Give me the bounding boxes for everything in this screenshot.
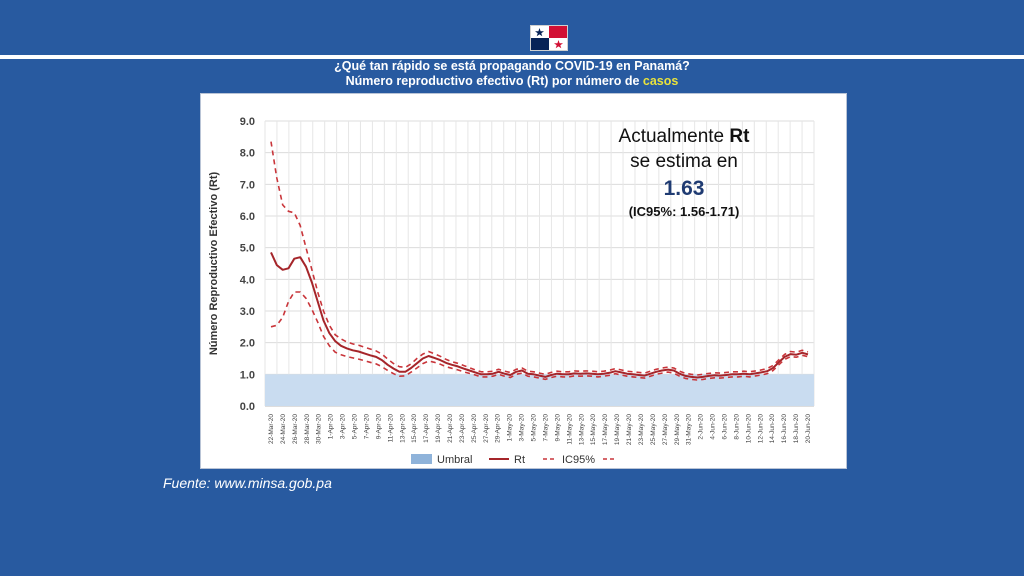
legend: Umbral Rt IC95% [411, 454, 617, 466]
x-tick-label: 9-May-20 [554, 414, 561, 442]
x-tick-label: 11-May-20 [566, 414, 573, 445]
y-tick-label: 9.0 [240, 116, 255, 128]
x-tick-label: 24-Mar-20 [280, 414, 287, 444]
x-tick-label: 14-Jun-20 [769, 414, 776, 444]
x-tick-label: 4-Jun-20 [710, 414, 717, 440]
grid-lines [264, 120, 815, 407]
x-tick-label: 23-Apr-20 [459, 414, 466, 443]
flag-star-red [554, 40, 563, 49]
x-tick-label: 15-Apr-20 [411, 414, 418, 443]
x-tick-label: 13-Apr-20 [399, 414, 406, 443]
y-tick-label: 6.0 [240, 211, 255, 223]
chart-panel: 0.0 1.0 2.0 3.0 4.0 5.0 6.0 7.0 8.0 9.0 22-Mar-20… [200, 93, 847, 469]
x-tick-label: 7-May-20 [542, 414, 549, 442]
x-tick-label: 5-May-20 [531, 414, 538, 442]
x-tick-label: 22-Mar-20 [268, 414, 275, 444]
x-tick-label: 10-Jun-20 [745, 414, 752, 444]
x-tick-label: 29-May-20 [674, 414, 681, 445]
x-tick-label: 27-Apr-20 [483, 414, 490, 443]
x-tick-label: 27-May-20 [662, 414, 669, 445]
panama-flag [530, 25, 568, 51]
series-lines [270, 141, 809, 381]
ic95-upper-line [270, 141, 809, 376]
x-tick-label: 19-Apr-20 [435, 414, 442, 443]
x-tick-label: 25-Apr-20 [471, 414, 478, 443]
x-tick-label: 5-Apr-20 [352, 414, 359, 440]
title-line-2-text: Número reproductivo efectivo (Rt) por nú… [345, 74, 643, 88]
y-tick-label: 0.0 [240, 401, 255, 413]
x-tick-label: 3-May-20 [519, 414, 526, 442]
y-tick-label: 3.0 [240, 306, 255, 318]
x-tick-label: 13-May-20 [578, 414, 585, 445]
x-axis-ticks: 22-Mar-20 24-Mar-20 26-Mar-20 28-Mar-20 30-M… [268, 414, 812, 445]
chart-title: ¿Qué tan rápido se está propagando COVID… [0, 59, 1024, 89]
x-tick-label: 1-Apr-20 [328, 414, 335, 440]
x-tick-label: 11-Apr-20 [387, 414, 394, 443]
x-tick-label: 29-Apr-20 [495, 414, 502, 443]
header-divider [0, 55, 1024, 59]
title-line-2: Número reproductivo efectivo (Rt) por nú… [0, 74, 1024, 89]
x-tick-label: 21-May-20 [626, 414, 633, 445]
x-tick-label: 30-Mar-20 [316, 414, 323, 444]
x-tick-label: 9-Apr-20 [375, 414, 382, 440]
rt-line-chart: 0.0 1.0 2.0 3.0 4.0 5.0 6.0 7.0 8.0 9.0 22-Mar-20… [208, 116, 815, 466]
legend-label-umbral: Umbral [437, 454, 472, 466]
x-tick-label: 6-Jun-20 [721, 414, 728, 440]
annotation-value: 1.63 [664, 177, 705, 200]
title-highlight: casos [642, 74, 679, 88]
x-tick-label: 12-Jun-20 [757, 414, 764, 444]
x-tick-label: 23-May-20 [638, 414, 645, 445]
x-tick-label: 1-May-20 [507, 414, 514, 442]
annotation-line-1: Actualmente Rt [619, 126, 751, 147]
legend-label-rt: Rt [514, 454, 525, 466]
x-tick-label: 19-May-20 [614, 414, 621, 445]
x-tick-label: 8-Jun-20 [733, 414, 740, 440]
rt-series-line [270, 251, 809, 379]
x-tick-label: 17-Apr-20 [423, 414, 430, 443]
y-tick-label: 7.0 [240, 179, 255, 191]
y-axis-ticks: 0.0 1.0 2.0 3.0 4.0 5.0 6.0 7.0 8.0 9.0 [240, 116, 255, 413]
rt-annotation: Actualmente Rt se estima en 1.63 (IC95%:… [619, 126, 751, 219]
annotation-ci: (IC95%: 1.56-1.71) [629, 204, 740, 219]
x-tick-label: 31-May-20 [686, 414, 693, 445]
y-axis-label: Número Reproductivo Efectivo (Rt) [208, 171, 220, 355]
ic95-lower-line [270, 291, 809, 381]
annotation-line-1-text: Actualmente [619, 126, 730, 147]
x-tick-label: 16-Jun-20 [781, 414, 788, 444]
x-tick-label: 28-Mar-20 [304, 414, 311, 444]
y-tick-label: 1.0 [240, 369, 255, 381]
y-tick-label: 5.0 [240, 243, 255, 255]
x-tick-label: 21-Apr-20 [447, 414, 454, 443]
annotation-rt: Rt [729, 126, 750, 147]
legend-swatch-umbral [411, 454, 432, 464]
threshold-band [265, 374, 814, 406]
x-tick-label: 2-Jun-20 [698, 414, 705, 440]
flag-star-blue [535, 28, 544, 37]
x-tick-label: 17-May-20 [602, 414, 609, 445]
x-tick-label: 15-May-20 [590, 414, 597, 445]
legend-label-ic95: IC95% [562, 454, 595, 466]
x-tick-label: 3-Apr-20 [340, 414, 347, 440]
source-caption: Fuente: www.minsa.gob.pa [163, 475, 332, 491]
x-tick-label: 20-Jun-20 [805, 414, 812, 444]
x-tick-label: 7-Apr-20 [363, 414, 370, 440]
y-tick-label: 2.0 [240, 338, 255, 350]
y-tick-label: 4.0 [240, 274, 255, 286]
x-tick-label: 26-Mar-20 [292, 414, 299, 444]
x-tick-label: 25-May-20 [650, 414, 657, 445]
title-line-1: ¿Qué tan rápido se está propagando COVID… [334, 59, 690, 73]
y-tick-label: 8.0 [240, 148, 255, 160]
x-tick-label: 18-Jun-20 [793, 414, 800, 444]
annotation-line-2: se estima en [630, 151, 738, 172]
